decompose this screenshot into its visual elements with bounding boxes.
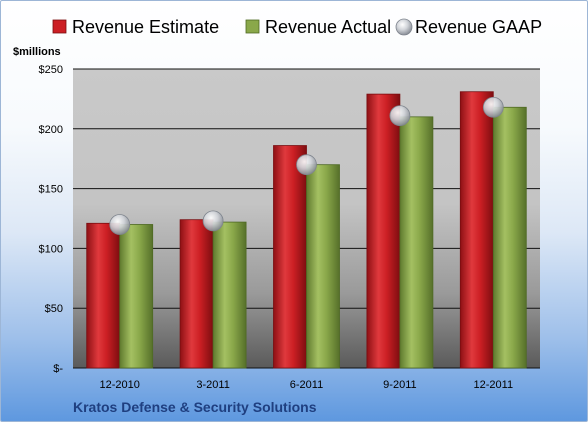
gaap-marker (296, 154, 317, 176)
y-tick-label: $100 (39, 243, 63, 255)
bar-revenue-estimate (459, 91, 494, 369)
gaap-marker (109, 214, 131, 235)
y-tick-label: $150 (39, 184, 63, 196)
y-tick-label: $250 (39, 64, 63, 76)
bar-revenue-actual (306, 164, 340, 369)
gaap-marker (202, 210, 224, 232)
x-tick-label: 3-2011 (196, 379, 229, 391)
legend-label: Revenue Actual (265, 17, 391, 37)
bar-revenue-actual (399, 116, 434, 369)
x-tick-label: 9-2011 (383, 379, 416, 391)
y-tick-label: $50 (45, 303, 63, 315)
x-tick-label: 12-2010 (100, 379, 140, 391)
bar-revenue-actual (119, 224, 154, 369)
y-unit-label: $millions (13, 46, 61, 58)
y-tick-label: $200 (39, 124, 63, 136)
bar-revenue-estimate (179, 219, 214, 369)
legend: Revenue Estimate Revenue Actual Revenue GA… (52, 17, 542, 37)
bar-revenue-estimate (273, 145, 307, 369)
bars (86, 91, 527, 369)
legend-label: Revenue Estimate (72, 17, 219, 37)
legend-swatch (245, 19, 260, 34)
legend-label: Revenue GAAP (415, 17, 542, 37)
x-axis-ticks: 12-2010 3-2011 6-2011 9-2011 12-2011 (100, 379, 514, 391)
legend-swatch (52, 19, 67, 34)
y-axis-ticks: $- $50 $100 $150 $200 $250 (39, 64, 64, 375)
bar-revenue-estimate (366, 93, 401, 369)
legend-swatch (395, 18, 413, 36)
x-tick-label: 6-2011 (290, 379, 323, 391)
gaap-marker (482, 96, 504, 118)
company-name: Kratos Defense & Security Solutions (73, 399, 317, 415)
bar-revenue-actual (212, 221, 247, 369)
y-tick-label: $- (53, 363, 63, 375)
gaap-markers (109, 96, 504, 235)
bar-revenue-actual (492, 106, 527, 369)
x-tick-label: 12-2011 (474, 379, 514, 391)
bar-revenue-estimate (86, 222, 121, 369)
gaap-marker (389, 105, 411, 127)
